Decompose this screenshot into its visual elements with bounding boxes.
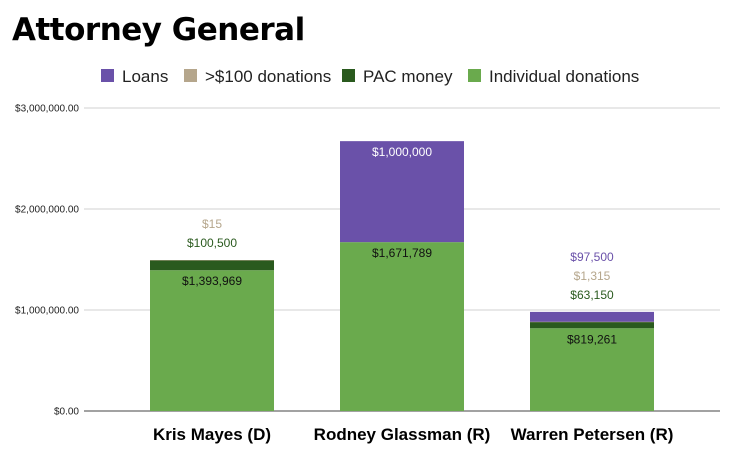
legend-label: PAC money — [363, 67, 453, 86]
x-category-label: Warren Petersen (R) — [511, 425, 674, 444]
data-label: $1,315 — [574, 269, 611, 283]
y-tick-label: $1,000,000.00 — [15, 306, 79, 317]
bar-segment — [530, 321, 654, 329]
bar-segment — [150, 260, 274, 271]
legend-swatch — [468, 69, 481, 82]
bar-segment — [150, 260, 274, 261]
x-category-label: Kris Mayes (D) — [153, 425, 271, 444]
legend-swatch — [184, 69, 197, 82]
data-label: $63,150 — [570, 288, 614, 302]
data-label: $100,500 — [187, 236, 237, 250]
data-label: $1,393,969 — [182, 274, 242, 288]
legend-label: Loans — [122, 67, 168, 86]
x-category-label: Rodney Glassman (R) — [314, 425, 491, 444]
legend-swatch — [342, 69, 355, 82]
legend-label: >$100 donations — [205, 67, 331, 86]
y-tick-label: $3,000,000.00 — [15, 104, 79, 115]
bar-segment — [340, 242, 464, 411]
legend-label: Individual donations — [489, 67, 639, 86]
bar-segment — [150, 270, 274, 411]
data-label: $15 — [202, 217, 222, 231]
data-label: $97,500 — [570, 250, 614, 264]
chart-title: Attorney General — [12, 12, 305, 48]
bar-segment — [530, 328, 654, 411]
y-tick-label: $2,000,000.00 — [15, 205, 79, 216]
data-label: $819,261 — [567, 332, 617, 346]
y-tick-label: $0.00 — [54, 407, 79, 418]
data-label: $1,000,000 — [372, 145, 432, 159]
legend-swatch — [101, 69, 114, 82]
data-label: $1,671,789 — [372, 246, 432, 260]
bar-segment — [530, 321, 654, 323]
bar-segment — [530, 311, 654, 322]
bar-segment — [340, 141, 464, 243]
